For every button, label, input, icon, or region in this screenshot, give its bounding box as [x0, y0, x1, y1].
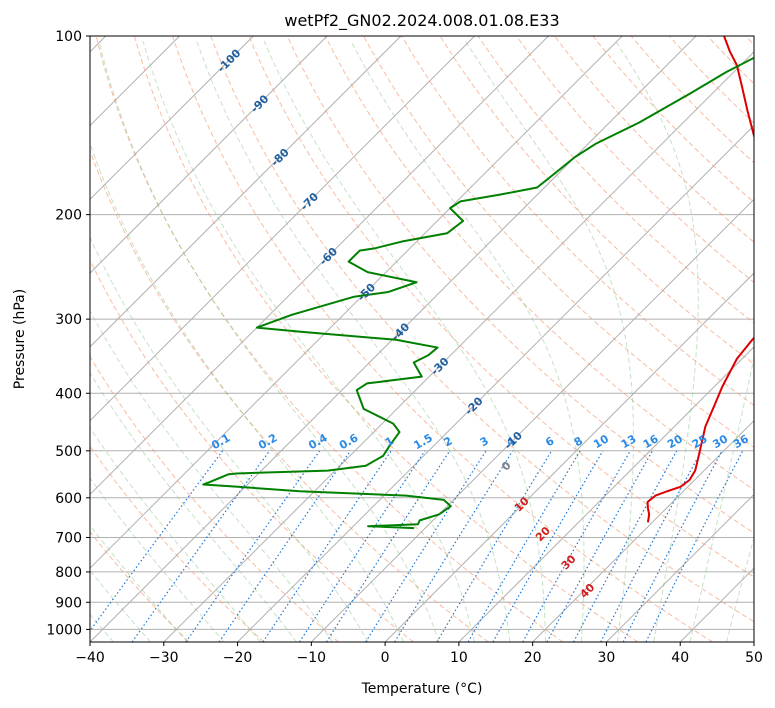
- y-tick-label: 500: [55, 444, 82, 460]
- isotherm: [90, 36, 623, 569]
- moist-adiabat: [350, 40, 585, 642]
- plot-frame: [89, 35, 755, 643]
- dry-adiabat: [324, 36, 754, 491]
- y-axis: 100 200 300 400 500 600 700 800 900 1000: [46, 29, 90, 638]
- dry-adiabat: [133, 36, 639, 642]
- dry-adiabat: [90, 531, 190, 642]
- isotherm: [90, 36, 254, 201]
- dry-adiabat: [477, 36, 754, 324]
- isotherm: [237, 124, 754, 642]
- moist-adiabat: [98, 40, 440, 642]
- moist-adiabat: [689, 355, 754, 642]
- mixing-ratio-line: [131, 450, 271, 642]
- x-tick-label: −10: [297, 650, 327, 666]
- chart-title: wetPf2_GN02.2024.008.01.08.E33: [284, 11, 559, 31]
- reference-lines: [90, 36, 754, 642]
- isotherm: [606, 493, 754, 642]
- x-tick-label: 50: [745, 650, 763, 666]
- y-tick-label: 400: [55, 386, 82, 402]
- mixing-ratio-line: [365, 450, 487, 642]
- dewpoint-line: [202, 56, 754, 530]
- isotherm: [90, 36, 402, 348]
- isotherm: [384, 272, 754, 642]
- x-tick-label: 0: [381, 650, 390, 666]
- y-tick-label: 200: [55, 208, 82, 224]
- x-tick-label: 30: [598, 650, 616, 666]
- dry-adiabat: [630, 36, 754, 164]
- x-tick-label: −40: [75, 650, 105, 666]
- y-tick-label: 1000: [46, 622, 82, 638]
- mixing-ratio-line: [90, 450, 224, 632]
- moist-adiabat: [196, 40, 511, 642]
- dry-adiabat: [90, 259, 414, 642]
- y-axis-label: Pressure (hPa): [12, 289, 28, 389]
- x-tick-label: 20: [524, 650, 542, 666]
- x-tick-label: 40: [671, 650, 689, 666]
- dry-adiabat: [554, 36, 754, 243]
- y-tick-label: 900: [55, 595, 82, 611]
- y-tick-label: 700: [55, 531, 82, 547]
- dry-adiabat: [95, 36, 564, 642]
- mixing-ratio-line: [546, 450, 654, 642]
- mixing-ratio-line: [600, 450, 703, 642]
- dry-adiabat: [172, 36, 713, 642]
- moist-adiabat: [90, 477, 225, 642]
- moist-adiabat: [142, 40, 475, 642]
- dry-adiabat: [439, 36, 754, 365]
- dry-adiabat: [401, 36, 754, 406]
- moist-adiabat: [90, 309, 333, 642]
- y-tick-label: 600: [55, 491, 82, 507]
- isotherm: [90, 36, 476, 422]
- y-tick-label: 800: [55, 565, 82, 581]
- isotherm: [90, 36, 328, 274]
- mixing-ratio-line: [436, 450, 553, 642]
- isotherm: [458, 346, 754, 642]
- mixing-ratio-line: [185, 450, 321, 642]
- dry-adiabat: [90, 355, 339, 642]
- isotherm: [163, 51, 754, 642]
- mixing-ratio-line: [573, 450, 678, 642]
- y-tick-label: 300: [55, 312, 82, 328]
- isotherm: [90, 36, 549, 496]
- dry-adiabat: [363, 36, 754, 448]
- moist-adiabat: [726, 535, 754, 642]
- x-tick-label: 10: [450, 650, 468, 666]
- mixing-ratio-line: [394, 450, 514, 642]
- mixing-ratio-line: [522, 450, 631, 642]
- dry-adiabat: [592, 36, 754, 203]
- x-axis: −40 −30 −20 −10 0 10 20 30 40 50: [75, 642, 763, 666]
- mixing-ratio-line: [218, 450, 352, 642]
- mixing-ratio-line: [299, 450, 426, 642]
- mixing-ratio-line: [262, 450, 392, 642]
- moist-adiabat: [90, 141, 404, 642]
- moist-adiabat: [90, 426, 261, 642]
- isotherm: [532, 419, 754, 642]
- plot-area: [90, 36, 754, 642]
- x-tick-label: −20: [223, 650, 253, 666]
- x-tick-label: −30: [149, 650, 179, 666]
- y-tick-label: 100: [55, 29, 82, 45]
- mixing-ratio-line: [645, 450, 744, 642]
- isotherm: [753, 641, 754, 642]
- dry-adiabat: [210, 36, 754, 623]
- x-axis-label: Temperature (°C): [361, 681, 483, 697]
- grid-layer: [90, 36, 754, 642]
- mixing-ratio-line: [325, 450, 451, 642]
